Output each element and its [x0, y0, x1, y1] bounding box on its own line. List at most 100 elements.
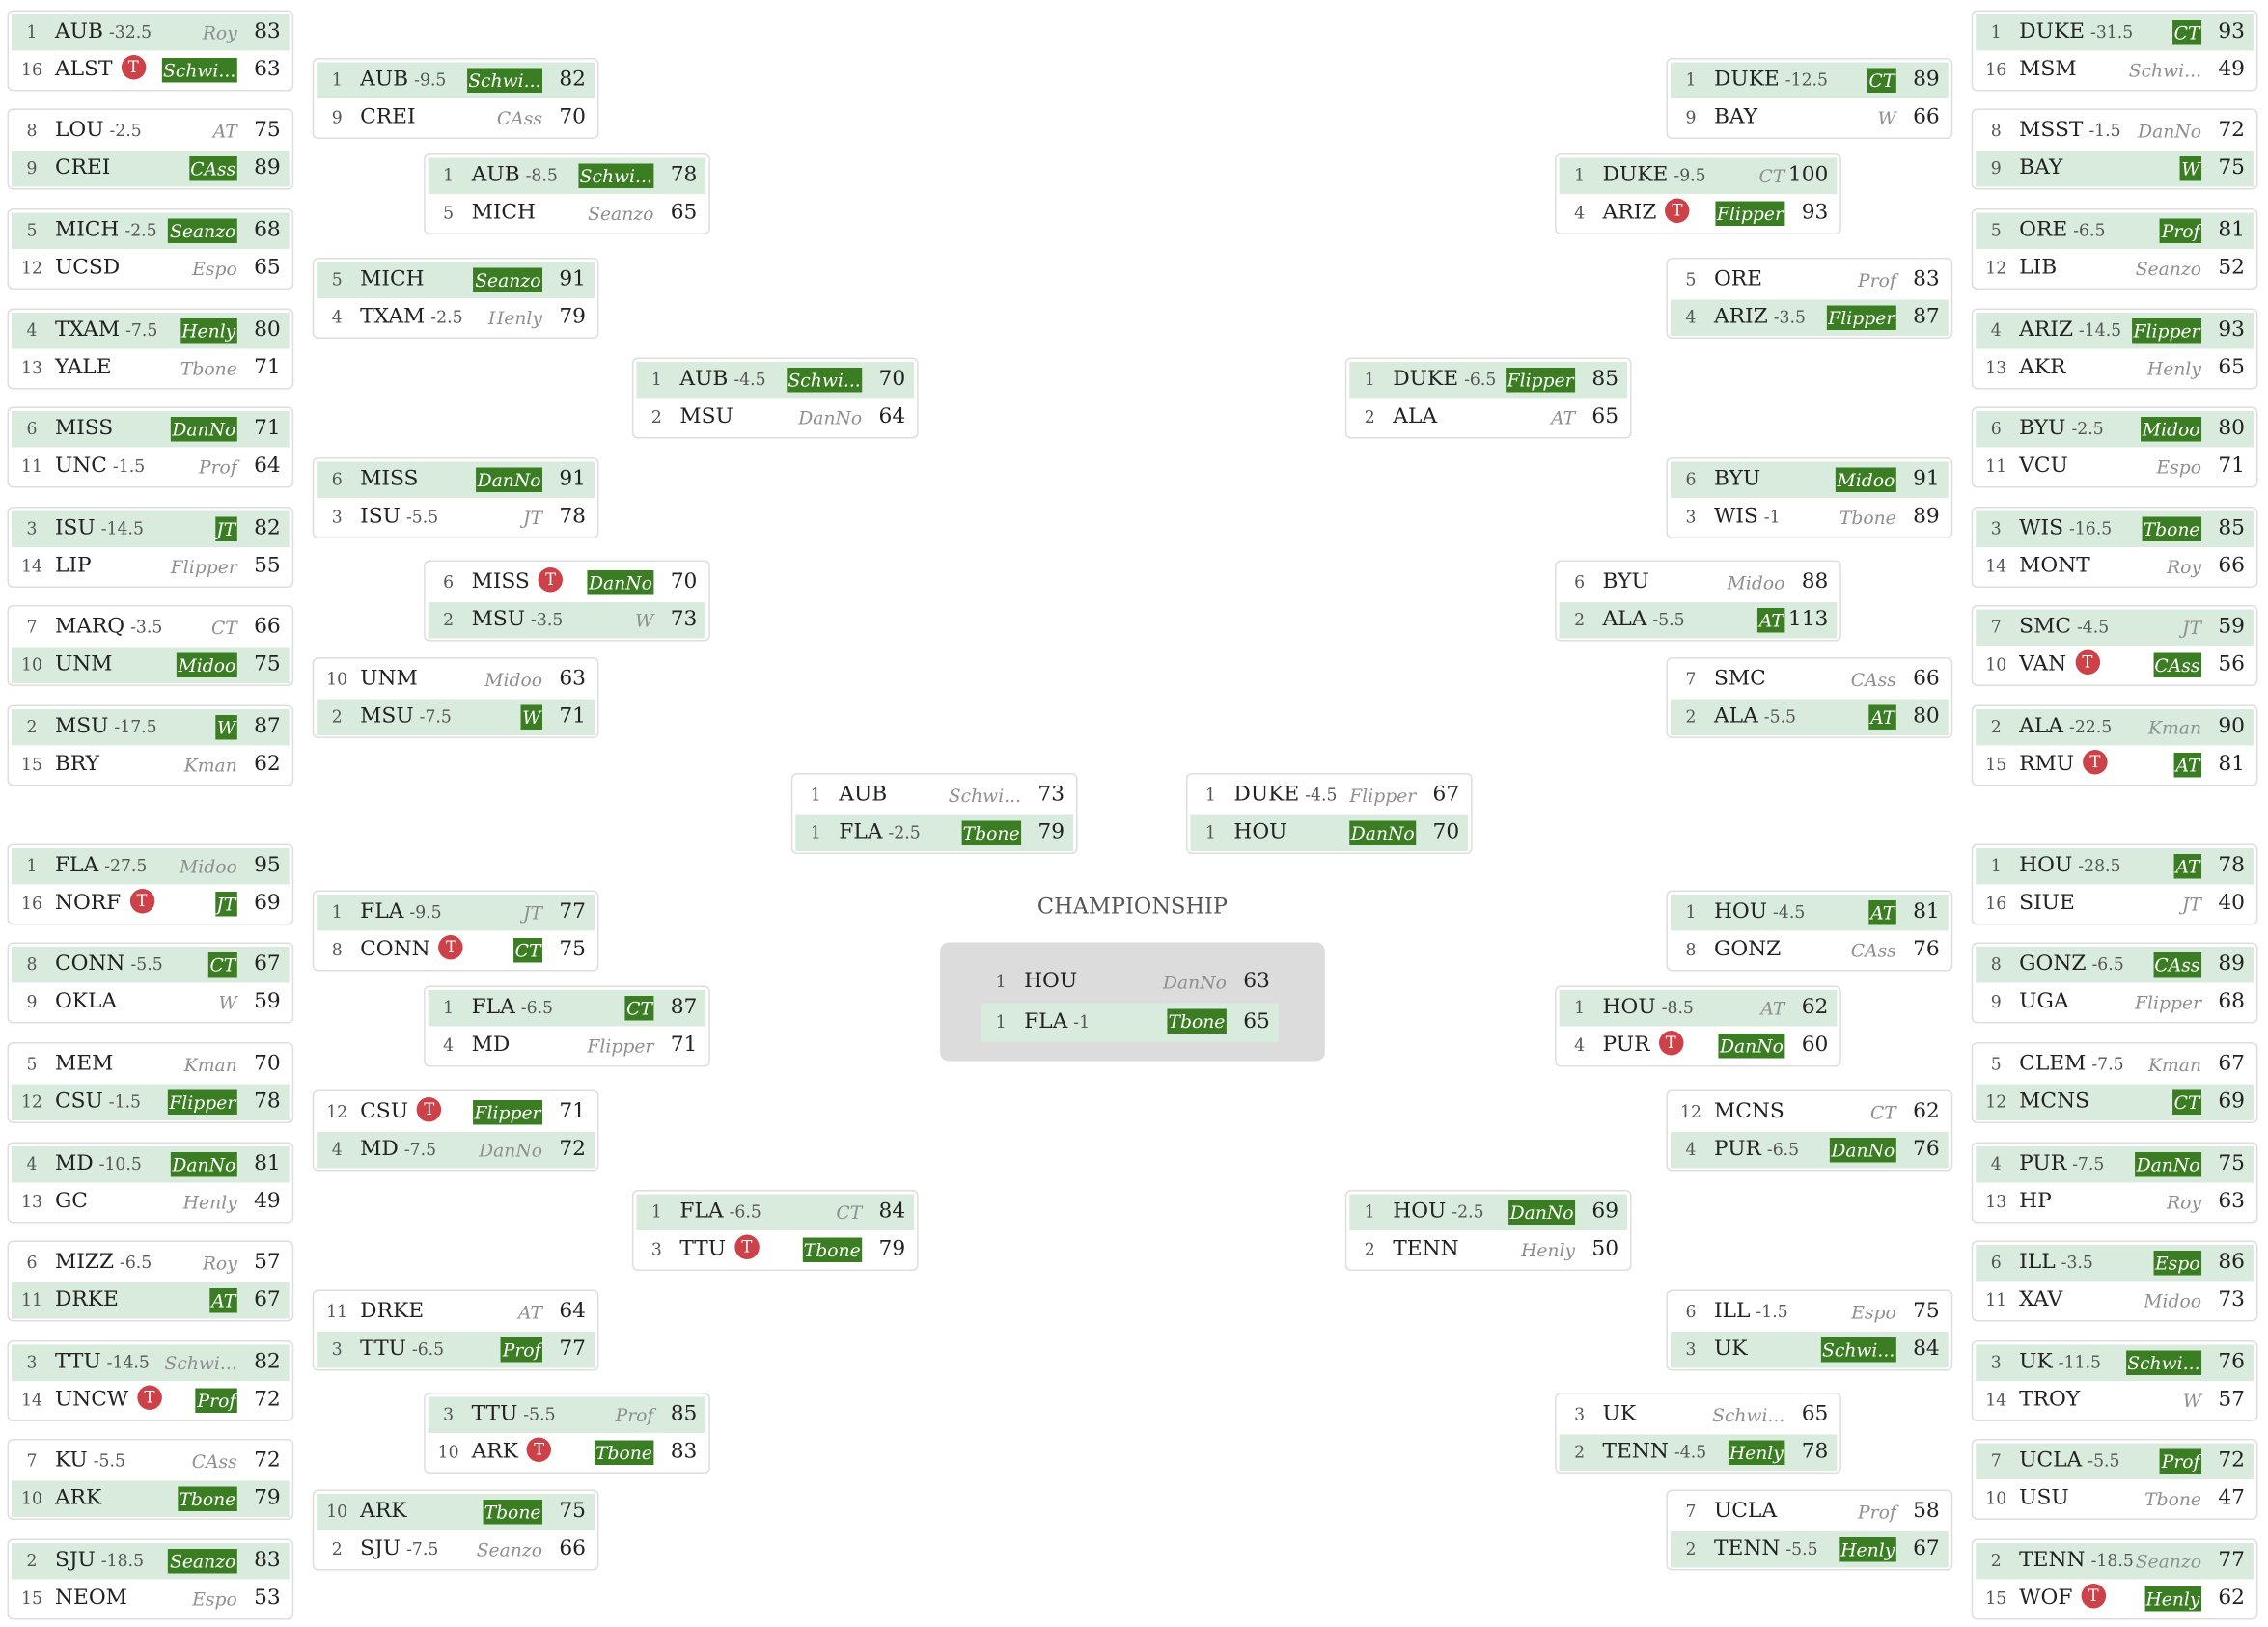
team-row[interactable]: 1 AUB -32.5 Roy 83	[11, 14, 290, 51]
matchup[interactable]: 6 BYU Midoo 88 2 ALA -5.5 AT 113	[1555, 560, 1841, 642]
matchup[interactable]: 6 MIZZ -6.5 Roy 57 11 DRKE AT 67	[7, 1240, 294, 1322]
matchup[interactable]: 1 HOU DanNo 63 1 FLA -1 Tbone 65	[978, 960, 1282, 1042]
team-row[interactable]: 2 ALA -22.5 Kman 90	[1976, 709, 2254, 746]
matchup[interactable]: 7 MARQ -3.5 CT 66 10 UNM Midoo 75	[7, 605, 294, 686]
matchup[interactable]: 5 ORE -6.5 Prof 81 12 LIB Seanzo 52	[1971, 208, 2258, 290]
team-row[interactable]: 3 TTU -14.5 Schwi... 82	[11, 1344, 290, 1381]
team-row[interactable]: 10 UNM Midoo 75	[11, 647, 290, 683]
matchup[interactable]: 12 CSU T Flipper 71 4 MD -7.5 DanNo 72	[312, 1089, 599, 1172]
team-row[interactable]: 2 TENN -5.5 Henly 67	[1670, 1531, 1949, 1568]
matchup[interactable]: 12 MCNS CT 62 4 PUR -6.5 DanNo 76	[1666, 1089, 1953, 1172]
matchup[interactable]: 2 ALA -22.5 Kman 90 15 RMU T AT 81	[1971, 704, 2258, 786]
matchup[interactable]: 8 CONN -5.5 CT 67 9 OKLA W 59	[7, 942, 294, 1024]
team-row[interactable]: 2 ALA AT 65	[1349, 400, 1627, 436]
team-row[interactable]: 4 PUR T DanNo 60	[1560, 1028, 1838, 1064]
matchup[interactable]: 5 ORE Prof 83 4 ARIZ -3.5 Flipper 87	[1666, 258, 1953, 339]
team-row[interactable]: 14 MONT Roy 66	[1976, 549, 2254, 586]
team-row[interactable]: 8 CONN -5.5 CT 67	[11, 947, 290, 983]
matchup[interactable]: 4 PUR -7.5 DanNo 75 13 HP Roy 63	[1971, 1142, 2258, 1224]
matchup[interactable]: 11 DRKE AT 64 3 TTU -6.5 Prof 77	[312, 1289, 599, 1371]
matchup[interactable]: 1 DUKE -9.5 CT 100 4 ARIZ T Flipper 93	[1555, 153, 1841, 234]
team-row[interactable]: 5 MICH Seanzo 65	[429, 196, 706, 233]
team-row[interactable]: 8 MSST -1.5 DanNo 72	[1976, 113, 2254, 150]
team-row[interactable]: 3 TTU -5.5 Prof 85	[428, 1396, 706, 1433]
matchup[interactable]: 1 HOU -28.5 AT 78 16 SIUE JT 40	[1971, 843, 2258, 925]
team-row[interactable]: 1 HOU -8.5 AT 62	[1559, 990, 1838, 1027]
team-row[interactable]: 12 CSU T Flipper 71	[317, 1094, 595, 1131]
team-row[interactable]: 2 ALA -5.5 AT 113	[1559, 602, 1838, 639]
matchup[interactable]: 4 ARIZ -14.5 Flipper 93 13 AKR Henly 65	[1971, 308, 2258, 390]
team-row[interactable]: 7 SMC -4.5 JT 59	[1976, 609, 2254, 646]
matchup[interactable]: 2 SJU -18.5 Seanzo 83 15 NEOM Espo 53	[7, 1538, 294, 1620]
team-row[interactable]: 6 MISS DanNo 91	[317, 461, 595, 498]
team-row[interactable]: 1 FLA -9.5 JT 77	[317, 895, 595, 931]
team-row[interactable]: 4 MD -10.5 DanNo 81	[11, 1146, 290, 1183]
team-row[interactable]: 3 WIS -16.5 Tbone 85	[1976, 510, 2254, 547]
team-row[interactable]: 4 TXAM -7.5 Henly 80	[11, 313, 290, 349]
team-row[interactable]: 1 FLA -1 Tbone 65	[981, 1003, 1279, 1042]
matchup[interactable]: 3 UK -11.5 Schwi... 76 14 TROY W 57	[1971, 1340, 2258, 1421]
team-row[interactable]: 5 ORE -6.5 Prof 81	[1976, 212, 2254, 249]
team-row[interactable]: 6 BYU Midoo 91	[1670, 461, 1949, 498]
matchup[interactable]: 3 TTU -14.5 Schwi... 82 14 UNCW T Prof 72	[7, 1340, 294, 1421]
team-row[interactable]: 13 YALE Tbone 71	[12, 350, 290, 387]
matchup[interactable]: 8 GONZ -6.5 CAss 89 9 UGA Flipper 68	[1971, 942, 2258, 1024]
team-row[interactable]: 10 VAN T CAss 56	[1976, 648, 2254, 684]
team-row[interactable]: 1 DUKE -31.5 CT 93	[1976, 14, 2254, 51]
team-row[interactable]: 1 DUKE -6.5 Flipper 85	[1349, 362, 1628, 399]
team-row[interactable]: 1 HOU -2.5 DanNo 69	[1349, 1194, 1628, 1230]
matchup[interactable]: 5 MICH -2.5 Seanzo 68 12 UCSD Espo 65	[7, 208, 294, 290]
team-row[interactable]: 12 UCSD Espo 65	[12, 251, 290, 288]
matchup[interactable]: 8 MSST -1.5 DanNo 72 9 BAY W 75	[1971, 108, 2258, 190]
matchup[interactable]: 10 UNM Midoo 63 2 MSU -7.5 W 71	[312, 657, 599, 738]
matchup[interactable]: 3 UK Schwi... 65 2 TENN -4.5 Henly 78	[1555, 1393, 1841, 1474]
matchup[interactable]: 1 HOU -4.5 AT 81 8 GONZ CAss 76	[1666, 890, 1953, 972]
team-row[interactable]: 10 UNM Midoo 63	[317, 662, 595, 699]
team-row[interactable]: 7 UCLA Prof 58	[1671, 1494, 1949, 1530]
matchup[interactable]: 1 DUKE -12.5 CT 89 9 BAY W 66	[1666, 58, 1953, 139]
matchup[interactable]: 5 MEM Kman 70 12 CSU -1.5 Flipper 78	[7, 1042, 294, 1123]
matchup[interactable]: 6 ILL -3.5 Espo 86 11 XAV Midoo 73	[1971, 1240, 2258, 1322]
team-row[interactable]: 9 BAY W 66	[1671, 100, 1949, 137]
matchup[interactable]: 4 TXAM -7.5 Henly 80 13 YALE Tbone 71	[7, 308, 294, 390]
team-row[interactable]: 7 KU -5.5 CAss 72	[12, 1444, 290, 1480]
team-row[interactable]: 4 TXAM -2.5 Henly 79	[317, 300, 595, 337]
matchup[interactable]: 5 CLEM -7.5 Kman 67 12 MCNS CT 69	[1971, 1042, 2258, 1123]
team-row[interactable]: 14 LIP Flipper 55	[12, 549, 290, 586]
team-row[interactable]: 3 UK -11.5 Schwi... 76	[1976, 1344, 2254, 1381]
matchup[interactable]: 1 AUB -4.5 Schwi... 70 2 MSU DanNo 64	[631, 357, 919, 439]
team-row[interactable]: 10 ARK T Tbone 83	[429, 1435, 706, 1472]
team-row[interactable]: 11 VCU Espo 71	[1976, 449, 2254, 485]
team-row[interactable]: 1 DUKE -12.5 CT 89	[1670, 62, 1949, 98]
team-row[interactable]: 4 ARIZ -3.5 Flipper 87	[1670, 299, 1949, 336]
team-row[interactable]: 1 DUKE -9.5 CT 100	[1559, 157, 1838, 194]
matchup[interactable]: 5 MICH Seanzo 91 4 TXAM -2.5 Henly 79	[312, 258, 599, 339]
team-row[interactable]: 6 BYU Midoo 88	[1560, 565, 1838, 601]
matchup[interactable]: 1 HOU -8.5 AT 62 4 PUR T DanNo 60	[1555, 985, 1841, 1067]
team-row[interactable]: 15 NEOM Espo 53	[12, 1581, 290, 1617]
team-row[interactable]: 1 FLA -27.5 Midoo 95	[11, 848, 290, 885]
team-row[interactable]: 3 TTU T Tbone 79	[636, 1232, 914, 1269]
team-row[interactable]: 14 UNCW T Prof 72	[12, 1383, 290, 1420]
team-row[interactable]: 5 ORE Prof 83	[1671, 262, 1949, 299]
team-row[interactable]: 3 TTU -6.5 Prof 77	[317, 1332, 595, 1368]
team-row[interactable]: 1 HOU -4.5 AT 81	[1670, 895, 1949, 931]
team-row[interactable]: 4 MD -7.5 DanNo 72	[317, 1132, 595, 1169]
matchup[interactable]: 6 MISS DanNo 71 11 UNC -1.5 Prof 64	[7, 406, 294, 488]
team-row[interactable]: 1 FLA -6.5 CT 87	[428, 990, 706, 1027]
team-row[interactable]: 2 TENN -4.5 Henly 78	[1559, 1434, 1838, 1471]
team-row[interactable]: 4 PUR -7.5 DanNo 75	[1976, 1146, 2254, 1183]
matchup[interactable]: 1 AUB -32.5 Roy 83 16 ALST T Schwi... 63	[7, 10, 294, 92]
matchup[interactable]: 1 AUB -8.5 Schwi... 78 5 MICH Seanzo 65	[424, 153, 710, 234]
matchup[interactable]: 1 AUB -9.5 Schwi... 82 9 CREI CAss 70	[312, 58, 599, 139]
team-row[interactable]: 2 MSU -7.5 W 71	[317, 699, 595, 735]
team-row[interactable]: 4 ARIZ -14.5 Flipper 93	[1976, 313, 2254, 349]
team-row[interactable]: 12 MCNS CT 69	[1976, 1084, 2254, 1120]
team-row[interactable]: 1 FLA -6.5 CT 84	[636, 1194, 915, 1230]
team-row[interactable]: 10 ARK Tbone 75	[317, 1494, 595, 1530]
team-row[interactable]: 6 BYU -2.5 Midoo 80	[1976, 411, 2254, 448]
team-row[interactable]: 5 MEM Kman 70	[12, 1047, 290, 1084]
matchup[interactable]: 7 SMC -4.5 JT 59 10 VAN T CAss 56	[1971, 605, 2258, 686]
team-row[interactable]: 13 HP Roy 63	[1976, 1184, 2254, 1221]
team-row[interactable]: 7 MARQ -3.5 CT 66	[12, 610, 290, 647]
